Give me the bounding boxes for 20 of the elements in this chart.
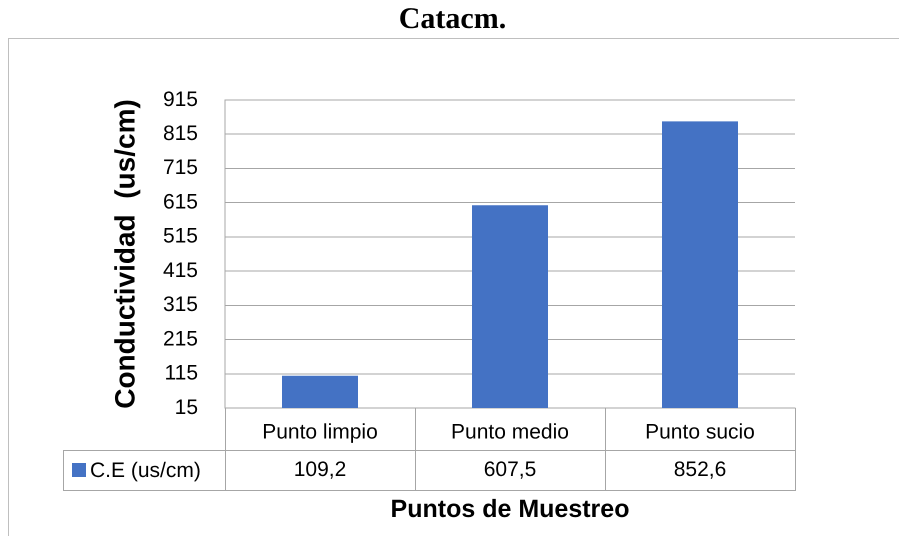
y-tick-label: 915 xyxy=(162,88,198,111)
x-tick-label: Punto sucio xyxy=(645,420,755,444)
y-tick-label: 615 xyxy=(162,190,198,214)
x-tick-label: Punto medio xyxy=(451,420,569,444)
x-axis-title: Puntos de Muestreo xyxy=(390,494,630,523)
y-tick-label: 515 xyxy=(162,224,198,248)
x-tick-label: Punto limpio xyxy=(262,420,378,444)
data-label: 852,6 xyxy=(674,458,726,481)
y-tick-label: 415 xyxy=(162,258,198,282)
y-tick-label: 815 xyxy=(162,122,198,146)
data-label: 109,2 xyxy=(294,458,346,481)
y-tick-label: 115 xyxy=(164,362,198,385)
y-axis-title: Conductividad (us/cm) xyxy=(110,99,141,409)
data-label: 607,5 xyxy=(484,458,536,481)
y-tick-label: 15 xyxy=(174,396,198,419)
y-tick-label: 715 xyxy=(162,156,198,180)
chart-title: Catacm. xyxy=(398,2,506,35)
y-tick-label: 215 xyxy=(162,327,198,350)
y-tick-label: 315 xyxy=(162,293,198,316)
legend-label: C.E (us/cm) xyxy=(90,458,201,482)
